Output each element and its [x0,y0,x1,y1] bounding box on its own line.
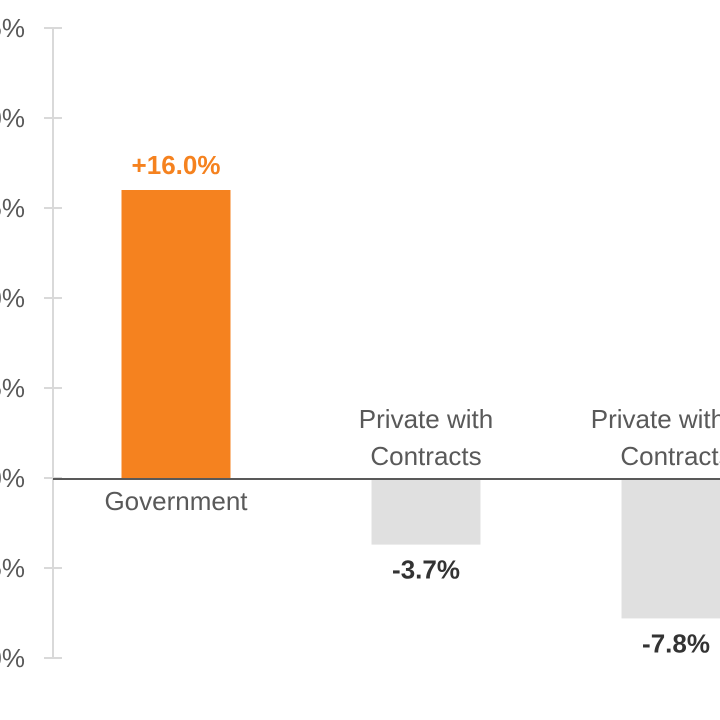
y-tick-label: 10% [0,283,25,313]
y-tick-label: 20% [0,103,25,133]
bar-1 [121,190,231,478]
data-label: -7.8% [642,628,710,658]
bar-3 [621,478,720,619]
data-label: +16.0% [132,150,221,180]
y-tick-label: 5% [0,373,25,403]
data-label: -3.7% [392,555,460,585]
y-tick-label: 0% [0,463,25,493]
y-tick-label: -5% [0,553,25,583]
y-tick-label: -10% [0,643,25,673]
y-tick-label: 15% [0,193,25,223]
category-label: Private withoutContracts [591,404,720,471]
category-label: Government [104,486,248,516]
bar-2 [371,478,481,545]
category-label: Private with Contracts [359,404,493,471]
y-tick-label: 25% [0,13,25,43]
